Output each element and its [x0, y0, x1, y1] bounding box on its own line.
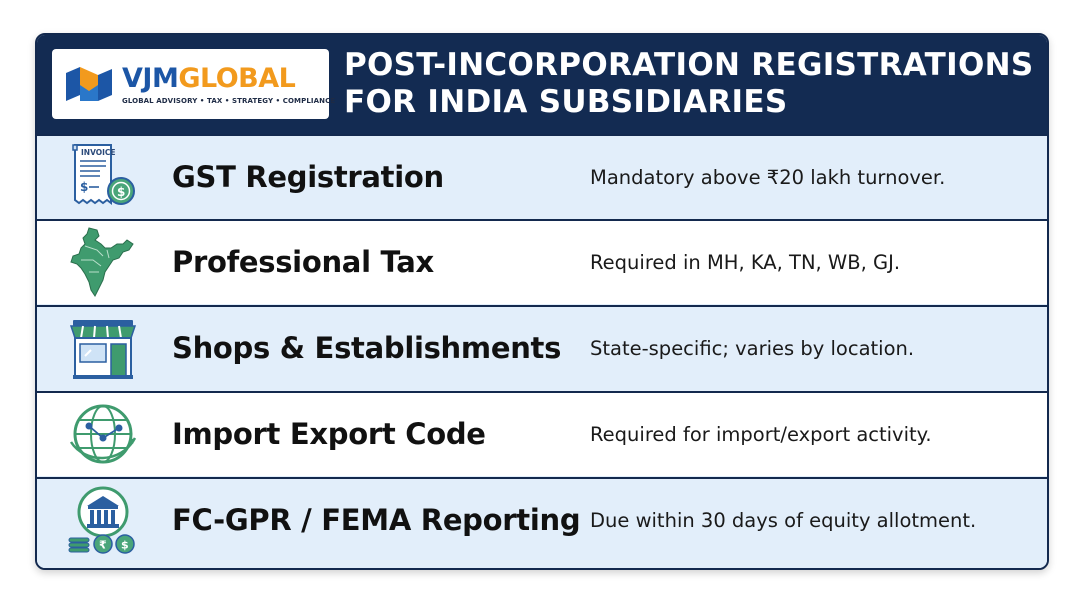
header: VJMGLOBAL GLOBAL ADVISORY • TAX • STRATE…: [37, 35, 1047, 134]
row-name: FC-GPR / FEMA Reporting: [172, 503, 581, 537]
row-desc: Due within 30 days of equity allotment.: [590, 509, 977, 532]
registrations-card: VJMGLOBAL GLOBAL ADVISORY • TAX • STRATE…: [35, 33, 1049, 570]
logo-tagline: GLOBAL ADVISORY • TAX • STRATEGY • COMPL…: [122, 97, 336, 105]
row-name: Professional Tax: [172, 245, 434, 279]
row-desc: Mandatory above ₹20 lakh turnover.: [590, 166, 946, 189]
vjm-logo-icon: [66, 67, 112, 101]
globe-network-icon: [69, 404, 137, 464]
invoice-icon: INVOICE $ $: [72, 144, 135, 205]
svg-text:$: $: [117, 185, 125, 199]
row-desc: State-specific; varies by location.: [590, 337, 915, 360]
india-map-icon: [70, 227, 134, 297]
logo-name: VJMGLOBAL: [122, 63, 296, 95]
title-line-2: FOR INDIA SUBSIDIARIES: [344, 84, 788, 120]
row-desc: Required for import/export activity.: [590, 423, 932, 446]
logo-name-part1: VJM: [122, 63, 179, 94]
page-title: POST-INCORPORATION REGISTRATIONS FOR IND…: [344, 47, 1033, 121]
row-name: Import Export Code: [172, 417, 486, 451]
shop-icon: [69, 320, 137, 379]
row-fc-gpr-fema: ₹ $ FC-GPR / FEMA Reporting Due within 3…: [37, 477, 1047, 568]
svg-text:INVOICE: INVOICE: [81, 148, 116, 157]
svg-text:$: $: [80, 180, 88, 194]
row-shops-establishments: Shops & Establishments State-specific; v…: [37, 305, 1047, 390]
row-gst: INVOICE $ $ GST Registration Mandatory a…: [37, 134, 1047, 219]
title-line-1: POST-INCORPORATION REGISTRATIONS: [344, 47, 1034, 83]
svg-text:₹: ₹: [99, 539, 107, 552]
svg-text:$: $: [121, 539, 129, 552]
row-name: Shops & Establishments: [172, 331, 562, 365]
row-name: GST Registration: [172, 160, 444, 194]
logo-name-part2: GLOBAL: [178, 63, 296, 94]
row-desc: Required in MH, KA, TN, WB, GJ.: [590, 251, 901, 274]
logo: VJMGLOBAL GLOBAL ADVISORY • TAX • STRATE…: [52, 49, 335, 119]
row-professional-tax: Professional Tax Required in MH, KA, TN,…: [37, 219, 1047, 304]
bank-coins-icon: ₹ $: [68, 486, 135, 554]
row-import-export-code: Import Export Code Required for import/e…: [37, 391, 1047, 476]
